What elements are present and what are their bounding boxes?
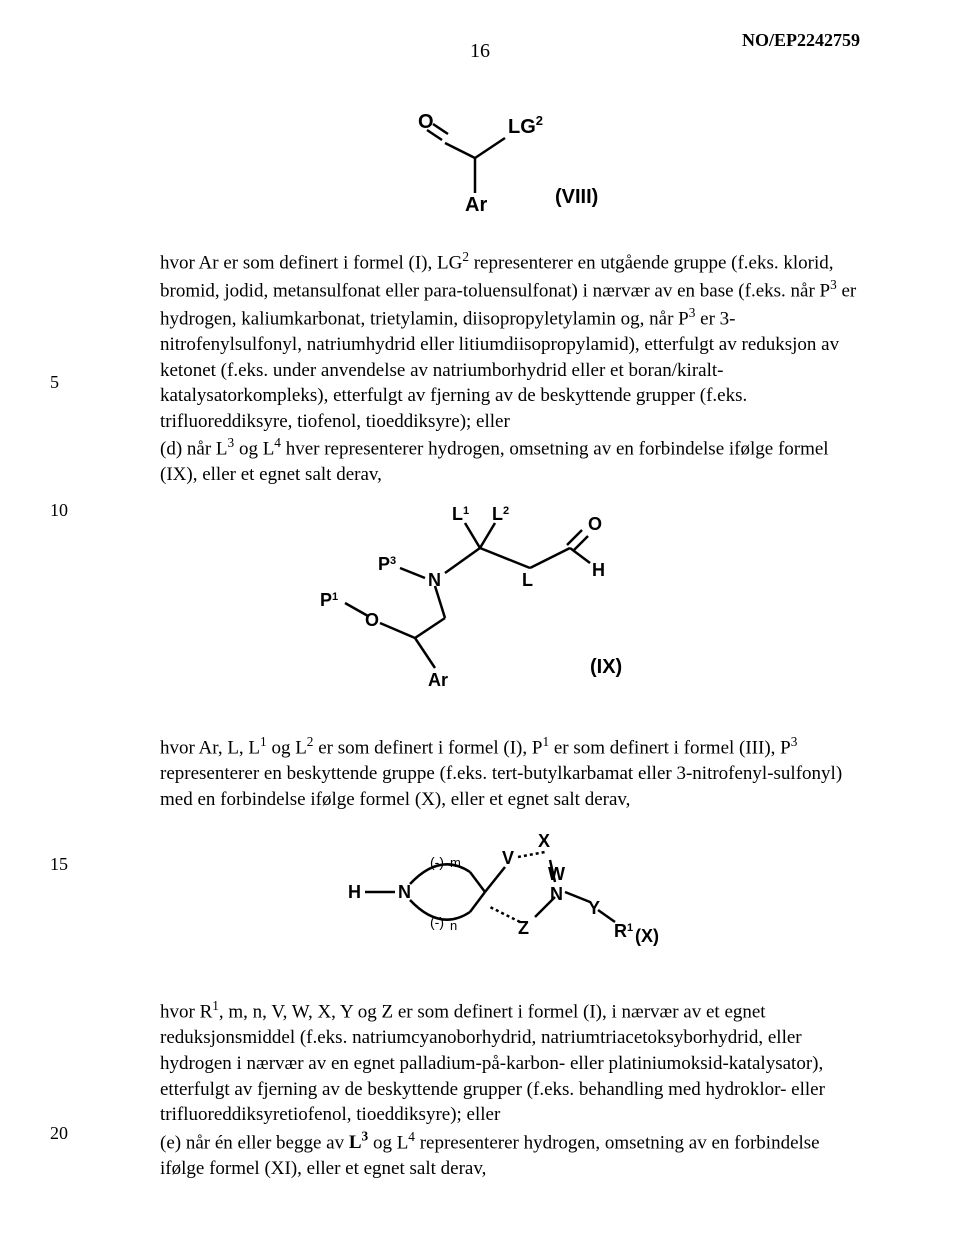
p1-e: (d) når L <box>160 439 228 460</box>
svg-text:L1: L1 <box>452 504 469 524</box>
p3-d: L <box>349 1132 362 1153</box>
x-h: H <box>348 882 361 902</box>
label-ar: Ar <box>465 194 487 213</box>
figure-viii-label: (VIII) <box>555 186 598 208</box>
label-lg2: LG <box>508 116 536 138</box>
paragraph-2: hvor Ar, L, L1 og L2 er som definert i f… <box>160 733 860 812</box>
paragraph-1: hvor Ar er som definert i formel (I), LG… <box>160 248 860 488</box>
p2-a: hvor Ar, L, L <box>160 737 260 758</box>
sup-1c: 1 <box>212 998 219 1013</box>
svg-text:R1: R1 <box>614 921 633 941</box>
p3-b: , m, n, V, W, X, Y og Z er som definert … <box>160 1002 825 1126</box>
ix-p1: P <box>320 590 332 610</box>
svg-text:P3: P3 <box>378 554 396 574</box>
p1-a: hvor Ar er som definert i formel (I), LG <box>160 252 462 273</box>
x-n2: N <box>550 884 563 904</box>
line-number-5: 5 <box>50 372 59 393</box>
ix-l: L <box>522 570 533 590</box>
x-r1-sup: 1 <box>627 922 633 934</box>
x-n1: N <box>398 882 411 902</box>
x-paren-m: (-) <box>430 854 444 870</box>
ix-h: H <box>592 560 605 580</box>
ix-o: O <box>588 514 602 534</box>
line-number-10: 10 <box>50 500 68 521</box>
p3-e: og L <box>368 1132 408 1153</box>
x-m: m <box>450 855 461 870</box>
ix-l1: L <box>452 504 463 524</box>
doc-id: NO/EP2242759 <box>742 30 860 51</box>
x-r1: R <box>614 921 627 941</box>
figure-x: H N (-) m (-) n V X W N Z Y R1 (X) <box>100 822 860 967</box>
p2-b: og L <box>267 737 307 758</box>
sup-3d: 3 <box>791 734 798 749</box>
line-number-15: 15 <box>50 854 68 875</box>
ix-o2: O <box>365 610 379 630</box>
figure-ix: L1 L2 L O H N P3 O P1 Ar (IX) <box>100 498 860 703</box>
svg-text:P1: P1 <box>320 590 338 610</box>
page: NO/EP2242759 16 O LG2 Ar (VIII) 5 10 15 … <box>0 0 960 1239</box>
ix-l1-sup: 1 <box>463 505 469 517</box>
ix-ar: Ar <box>428 670 448 690</box>
ix-p1-sup: 1 <box>332 591 338 603</box>
p2-e: representerer en beskyttende gruppe (f.e… <box>160 763 842 810</box>
line-number-20: 20 <box>50 1123 68 1144</box>
ix-p3-sup: 3 <box>390 555 396 567</box>
svg-text:L2: L2 <box>492 504 509 524</box>
ix-n: N <box>428 570 441 590</box>
label-lg2-sup: 2 <box>536 113 543 128</box>
p1-f: og L <box>234 439 274 460</box>
p3-c: (e) når én eller begge av <box>160 1132 349 1153</box>
p2-d: er som definert i formel (III), P <box>549 737 791 758</box>
x-paren-n: (-) <box>430 914 444 930</box>
x-y: Y <box>588 898 600 918</box>
figure-ix-label: (IX) <box>590 656 622 678</box>
paragraph-3: hvor R1, m, n, V, W, X, Y og Z er som de… <box>160 997 860 1181</box>
ix-p3: P <box>378 554 390 574</box>
sup-3a: 3 <box>830 277 837 292</box>
ix-l2-sup: 2 <box>503 505 509 517</box>
svg-text:LG2: LG2 <box>508 113 543 138</box>
x-w: W <box>548 864 565 884</box>
figure-x-label: (X) <box>635 926 659 946</box>
x-z: Z <box>518 918 529 938</box>
sup-4b: 4 <box>408 1129 415 1144</box>
p3-a: hvor R <box>160 1002 212 1023</box>
label-o: O <box>418 111 434 133</box>
x-n-sub: n <box>450 918 457 933</box>
x-v: V <box>502 848 514 868</box>
p2-c: er som definert i formel (I), P <box>313 737 542 758</box>
sup-2: 2 <box>462 249 469 264</box>
ix-l2: L <box>492 504 503 524</box>
x-x: X <box>538 831 550 851</box>
figure-viii: O LG2 Ar (VIII) <box>100 83 860 218</box>
sup-1a: 1 <box>260 734 267 749</box>
sup-4a: 4 <box>274 435 281 450</box>
